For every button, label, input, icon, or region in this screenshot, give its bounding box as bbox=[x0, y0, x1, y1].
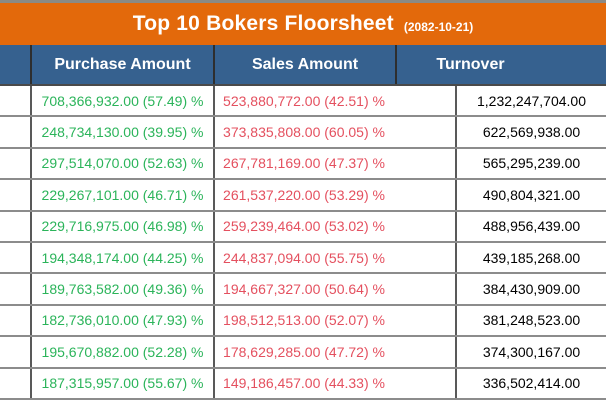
row-index-cell bbox=[0, 243, 30, 272]
turnover-cell: 439,185,268.00 bbox=[455, 242, 606, 273]
table-row: 189,763,582.00 (49.36) % 194,667,327.00 … bbox=[0, 274, 606, 306]
header-sales-amount: Sales Amount bbox=[213, 45, 395, 84]
title-date: (2082-10-21) bbox=[403, 19, 474, 34]
turnover-cell: 381,248,523.00 bbox=[455, 305, 606, 336]
table-row: 248,734,130.00 (39.95) % 373,835,808.00 … bbox=[0, 117, 606, 149]
row-index-cell bbox=[0, 149, 30, 178]
header-purchase-amount: Purchase Amount bbox=[30, 45, 213, 84]
row-index-cell bbox=[0, 337, 30, 366]
table-row: 195,670,882.00 (52.28) % 178,629,285.00 … bbox=[0, 337, 606, 369]
header-index-cell bbox=[0, 45, 30, 84]
row-index-cell bbox=[0, 180, 30, 209]
title-bar: Top 10 Bokers Floorsheet (2082-10-21) bbox=[0, 3, 606, 45]
table-row: 194,348,174.00 (44.25) % 244,837,094.00 … bbox=[0, 242, 606, 275]
table-row: 187,315,957.00 (55.67) % 149,186,457.00 … bbox=[0, 368, 606, 400]
row-index-cell bbox=[0, 117, 30, 146]
sales-amount-cell: 149,186,457.00 (44.33) % bbox=[213, 368, 455, 398]
turnover-cell: 384,430,909.00 bbox=[455, 274, 606, 304]
sales-amount-cell: 198,512,513.00 (52.07) % bbox=[213, 305, 455, 336]
purchase-amount-cell: 187,315,957.00 (55.67) % bbox=[30, 368, 213, 398]
table-row: 297,514,070.00 (52.63) % 267,781,169.00 … bbox=[0, 148, 606, 181]
sales-amount-cell: 261,537,220.00 (53.29) % bbox=[213, 180, 455, 210]
table-row: 182,736,010.00 (47.93) % 198,512,513.00 … bbox=[0, 305, 606, 338]
turnover-cell: 336,502,414.00 bbox=[455, 368, 606, 398]
table-row: 229,267,101.00 (46.71) % 261,537,220.00 … bbox=[0, 180, 606, 212]
sales-amount-cell: 194,667,327.00 (50.64) % bbox=[213, 274, 455, 304]
turnover-cell: 374,300,167.00 bbox=[455, 337, 606, 367]
row-index-cell bbox=[0, 212, 30, 241]
turnover-cell: 1,232,247,704.00 bbox=[455, 86, 606, 116]
sales-amount-cell: 178,629,285.00 (47.72) % bbox=[213, 337, 455, 367]
row-index-cell bbox=[0, 369, 30, 398]
table-row: 708,366,932.00 (57.49) % 523,880,772.00 … bbox=[0, 86, 606, 118]
table-body: 708,366,932.00 (57.49) % 523,880,772.00 … bbox=[0, 86, 606, 400]
table-header-row: Purchase Amount Sales Amount Turnover bbox=[0, 45, 606, 86]
turnover-cell: 622,569,938.00 bbox=[455, 117, 606, 147]
sales-amount-cell: 373,835,808.00 (60.05) % bbox=[213, 117, 455, 147]
row-index-cell bbox=[0, 86, 30, 115]
sales-amount-cell: 244,837,094.00 (55.75) % bbox=[213, 242, 455, 273]
sales-amount-cell: 267,781,169.00 (47.37) % bbox=[213, 148, 455, 179]
row-index-cell bbox=[0, 274, 30, 303]
purchase-amount-cell: 708,366,932.00 (57.49) % bbox=[30, 86, 213, 116]
turnover-cell: 490,804,321.00 bbox=[455, 180, 606, 210]
sales-amount-cell: 523,880,772.00 (42.51) % bbox=[213, 86, 455, 116]
purchase-amount-cell: 297,514,070.00 (52.63) % bbox=[30, 148, 213, 179]
turnover-cell: 565,295,239.00 bbox=[455, 148, 606, 179]
purchase-amount-cell: 189,763,582.00 (49.36) % bbox=[30, 274, 213, 304]
header-turnover: Turnover bbox=[395, 45, 606, 84]
purchase-amount-cell: 248,734,130.00 (39.95) % bbox=[30, 117, 213, 147]
turnover-cell: 488,956,439.00 bbox=[455, 211, 606, 241]
page-title: Top 10 Bokers Floorsheet bbox=[132, 12, 394, 35]
purchase-amount-cell: 229,716,975.00 (46.98) % bbox=[30, 211, 213, 241]
purchase-amount-cell: 195,670,882.00 (52.28) % bbox=[30, 337, 213, 367]
sales-amount-cell: 259,239,464.00 (53.02) % bbox=[213, 211, 455, 241]
purchase-amount-cell: 182,736,010.00 (47.93) % bbox=[30, 305, 213, 336]
purchase-amount-cell: 229,267,101.00 (46.71) % bbox=[30, 180, 213, 210]
top-border-line bbox=[0, 0, 606, 3]
purchase-amount-cell: 194,348,174.00 (44.25) % bbox=[30, 242, 213, 273]
table-row: 229,716,975.00 (46.98) % 259,239,464.00 … bbox=[0, 211, 606, 243]
row-index-cell bbox=[0, 306, 30, 335]
